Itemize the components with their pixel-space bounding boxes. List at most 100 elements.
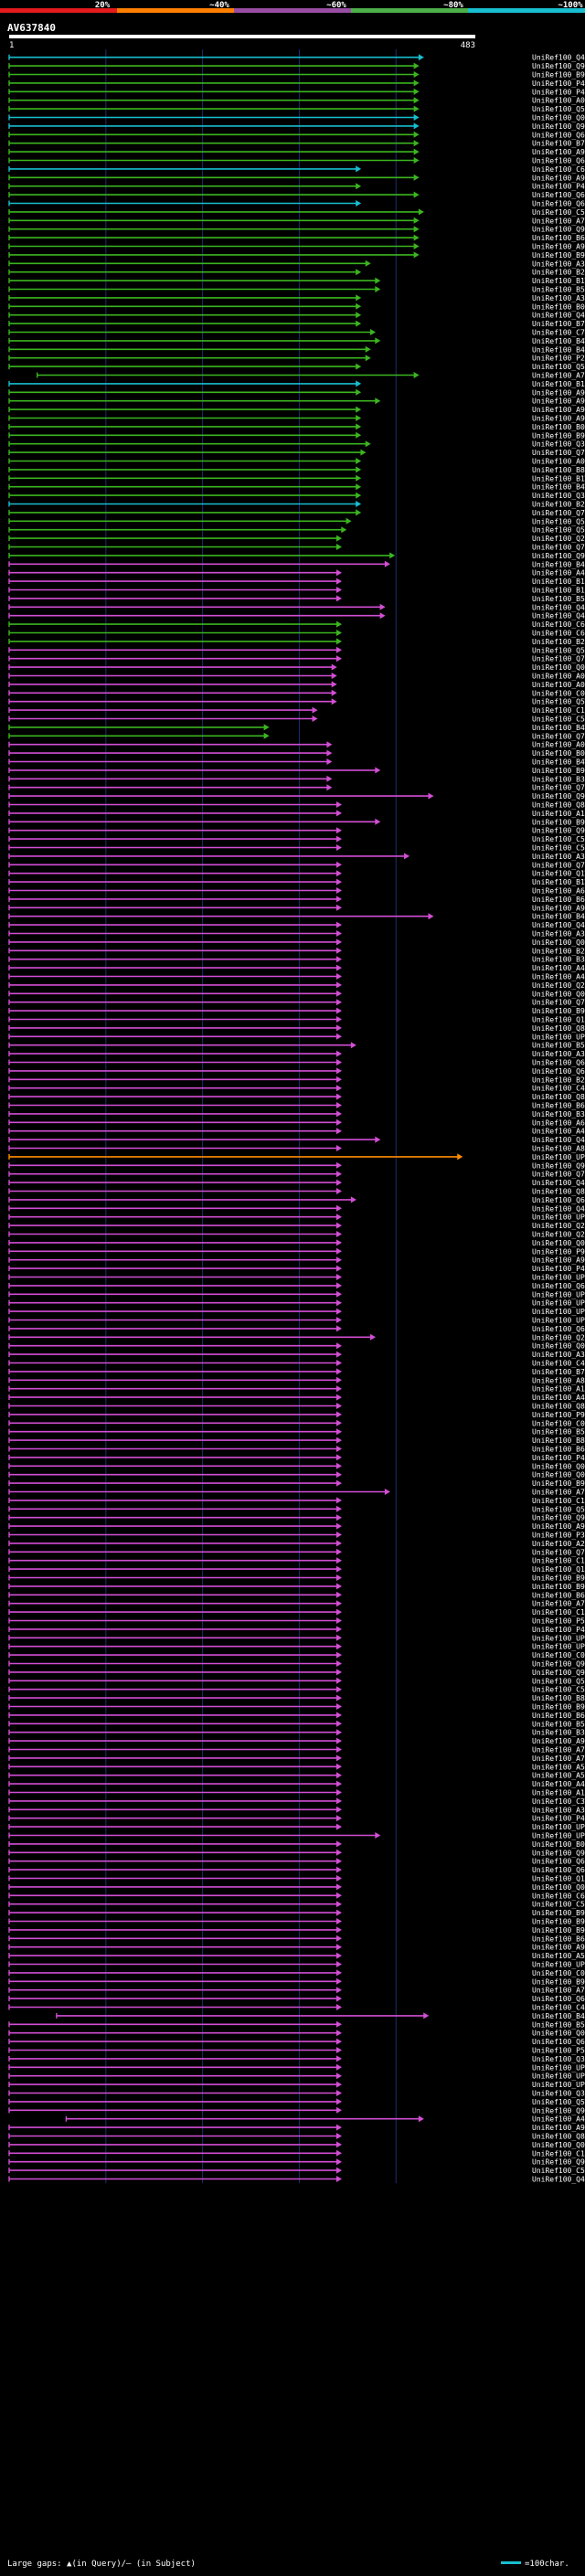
hit-label: UniRef100_C5YQ09 <box>532 835 585 843</box>
hit-label: UniRef100_Q6Z954 <box>532 131 585 139</box>
hit-arrow <box>335 1651 342 1659</box>
hit-row: UniRef100_Q46663 <box>8 54 585 62</box>
hit-arrow <box>335 844 342 851</box>
hit-arrow <box>335 1987 342 1994</box>
hit-row: UniRef100_Q6SL90 <box>8 1325 585 1333</box>
hit-row: UniRef100_Q3M780 <box>8 2055 585 2063</box>
hit-row: UniRef100_Q7DK72 <box>8 999 585 1007</box>
hit-label: UniRef100_Q04807 <box>532 2141 585 2149</box>
hit-label: UniRef100_Q9SBU4 <box>532 62 585 70</box>
hit-arrow <box>335 1600 342 1607</box>
hit-row: UniRef100_B4I1B4 <box>8 913 585 921</box>
hit-row: UniRef100_A6TL5 <box>8 887 585 896</box>
hit-label: UniRef100_Q7NEZ2 <box>532 544 585 552</box>
hit-label: UniRef100_C5YZV3 <box>532 844 585 853</box>
hit-label: UniRef100_Q0GYN4 <box>532 1462 585 1470</box>
hit-row: UniRef100_P46627 <box>8 80 585 88</box>
hit-arrow <box>341 526 347 534</box>
hit-label: UniRef100_Q4FZ28 <box>532 612 585 620</box>
hit-label: UniRef100_B6CI33 <box>532 1712 585 1720</box>
hit-label: UniRef100_B9H5N9 <box>532 1574 585 1583</box>
hit-arrow <box>335 1806 342 1813</box>
hit-arrow <box>312 706 318 714</box>
hit-row: UniRef100_Q01QF5 <box>8 1239 585 1247</box>
hit-row: UniRef100_Q2LQL4 <box>8 535 585 543</box>
hit-arrow <box>335 1926 342 1934</box>
hit-row: UniRef100_Q1GXV0 <box>8 1875 585 1883</box>
hit-label: UniRef100_B4I1B4 <box>532 913 585 921</box>
hit-row: UniRef100_B1F8M9 <box>8 587 585 595</box>
hit-arrow <box>384 560 390 567</box>
hit-label: UniRef100_A1UBH3 <box>532 810 585 818</box>
hit-row: UniRef100_A9SE68 <box>8 1737 585 1745</box>
hit-arrow <box>335 620 342 628</box>
hit-row: UniRef100_Q65792 <box>8 1067 585 1076</box>
hit-label: UniRef100_Q6FY59 <box>532 1866 585 1874</box>
hit-row: UniRef100_B4VDS7 <box>56 2012 585 2020</box>
hit-arrow <box>335 1772 342 1779</box>
hit-arrow <box>413 243 420 249</box>
hit-label: UniRef100_B6TE28 <box>532 1591 585 1599</box>
hit-label: UniRef100_A3N8M1 <box>532 1351 585 1359</box>
hit-row: UniRef100_C4Y056 <box>8 2004 585 2012</box>
hit-label: UniRef100_B9T3R2 <box>532 1909 585 1917</box>
hit-label: UniRef100_B9MA41 <box>532 767 585 775</box>
hit-label: UniRef100_A7SZV0 <box>532 1600 585 1608</box>
hit-label: UniRef100_Q72719 <box>532 1171 585 1179</box>
hit-label: UniRef100_Q4C1M9 <box>532 312 585 320</box>
hit-arrow <box>335 835 342 843</box>
hit-arrow <box>335 1076 342 1083</box>
hit-arrow <box>335 630 342 636</box>
hit-row: UniRef100_Q704F0 <box>8 655 585 663</box>
hit-arrow <box>335 1282 342 1289</box>
hit-row: UniRef100_A9SZ59 <box>8 904 585 912</box>
hit-arrow <box>335 878 342 885</box>
hit-row: UniRef100_Q6DUV9 <box>8 191 585 199</box>
hit-label: UniRef100_Q6CHZ4 <box>532 2038 585 2046</box>
hit-row: UniRef100_Q0GYN4 <box>8 1462 585 1470</box>
hit-label: UniRef100_Q54794 <box>532 526 585 535</box>
hit-label: UniRef100_Q7NF66 <box>532 861 585 869</box>
hit-row: UniRef100_B1WX15 <box>8 277 585 285</box>
hit-row: UniRef100_P46622 <box>8 1815 585 1823</box>
hit-row: UniRef100_Q4KX22 <box>8 603 585 611</box>
hit-label: UniRef100_P48621 <box>532 1454 585 1462</box>
hit-row: UniRef100_Q4YV62 <box>8 1204 585 1213</box>
hit-label: UniRef100_Q8A4B3 <box>532 1093 585 1101</box>
hit-label: UniRef100_A9S3Z8 <box>532 398 585 406</box>
hit-arrow <box>423 2012 430 2019</box>
hit-arrow <box>326 784 333 791</box>
hit-row: UniRef100_UP1000... <box>8 1823 585 1831</box>
hit-label: UniRef100_C1FMW7 <box>532 1608 585 1617</box>
hit-label: UniRef100_A9TJT1 <box>532 243 585 251</box>
hit-arrow <box>335 1746 342 1753</box>
hit-arrow <box>335 1110 342 1118</box>
hit-row: UniRef100_Q9VR49 <box>8 792 585 800</box>
hit-label: UniRef100_P46622 <box>532 1815 585 1823</box>
hit-row: UniRef100_Q9AMY0 <box>8 1669 585 1677</box>
hit-label: UniRef100_A9SZ59 <box>532 904 585 912</box>
hit-label: UniRef100_B0C0E1 <box>532 302 585 311</box>
hit-label: UniRef100_C5M421 <box>532 2167 585 2175</box>
hit-row: UniRef100_A8E0K1 <box>8 1145 585 1153</box>
hit-row: UniRef100_C6N4L2 <box>8 630 585 638</box>
hit-arrow <box>346 517 352 525</box>
hit-arrow <box>335 2167 342 2174</box>
hit-arrow <box>356 483 362 491</box>
hit-label: UniRef100_Q7V4F1 <box>532 449 585 457</box>
hit-arrow <box>335 1007 342 1014</box>
hit-row: UniRef100_Q9ML44 <box>8 2158 585 2167</box>
hit-label: UniRef100_A7Q2U9 <box>532 217 585 225</box>
hit-row: UniRef100_Q4IXT4 <box>8 2176 585 2184</box>
hit-arrow <box>335 544 342 550</box>
hit-arrow <box>335 1608 342 1616</box>
hit-arrow <box>413 148 420 155</box>
hit-row: UniRef100_P56581 <box>8 2047 585 2055</box>
hit-label: UniRef100_Q4FP87 <box>532 1136 585 1144</box>
hit-row: UniRef100_A5DK39 <box>8 1952 585 1960</box>
hit-row: UniRef100_Q7DM77 <box>8 1548 585 1556</box>
hit-label: UniRef100_B6CI32 <box>532 896 585 904</box>
hit-label: UniRef100_B4WV58 <box>532 724 585 732</box>
hit-label: UniRef100_A6DTI8 <box>532 1118 585 1127</box>
hit-arrow <box>413 217 420 224</box>
